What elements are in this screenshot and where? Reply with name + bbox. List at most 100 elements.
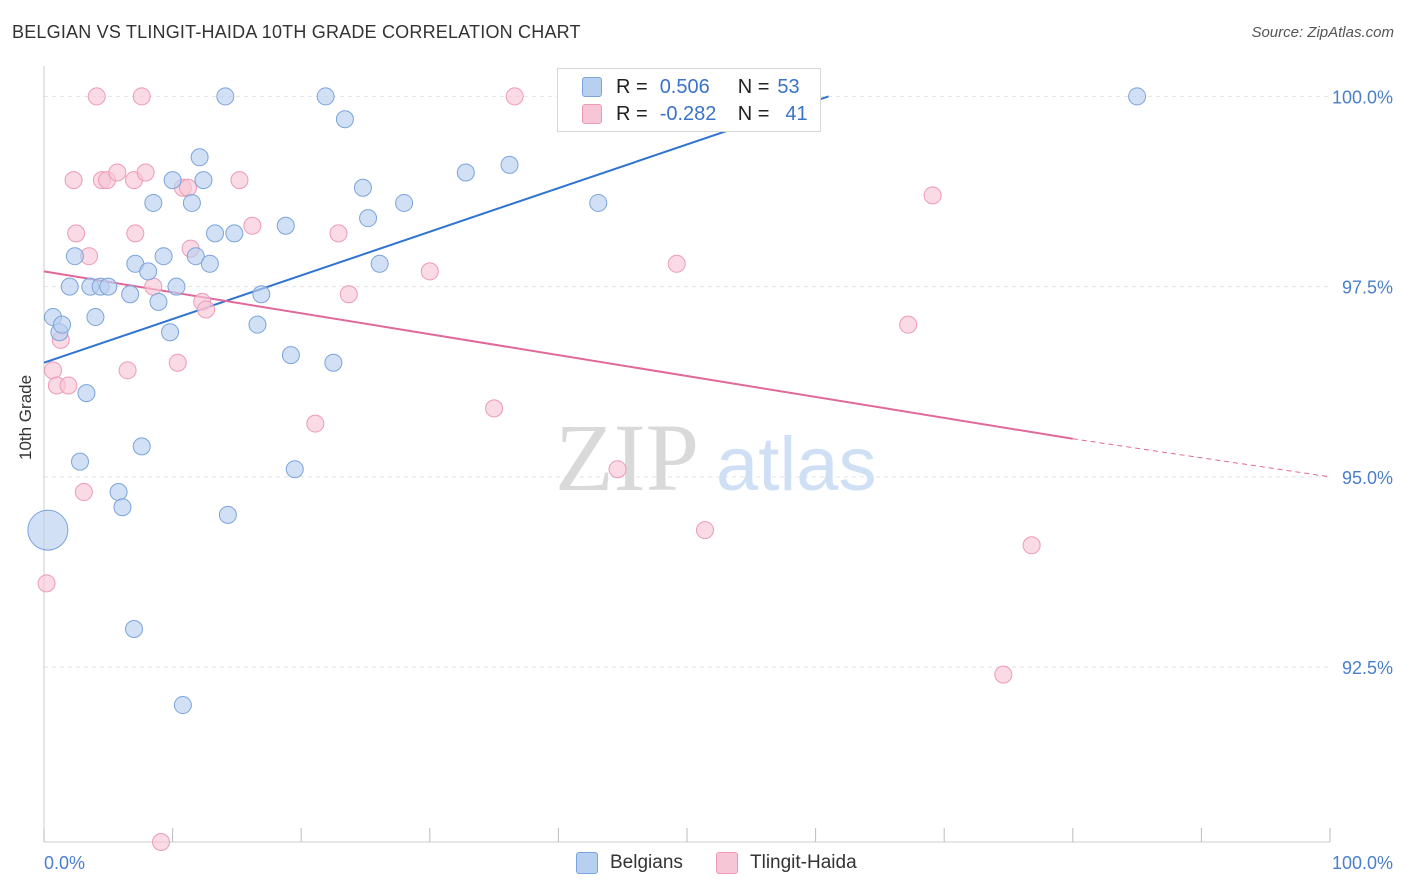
tlingit-point-9 xyxy=(87,87,106,106)
belgian-point-40 xyxy=(324,353,343,372)
tlingit-point-19 xyxy=(152,833,171,851)
belgian-point-28 xyxy=(194,171,213,190)
stats-legend: R = 0.506 N = 53 R = -0.282 N = 41 xyxy=(557,68,821,132)
belgian-point-18 xyxy=(144,193,163,212)
belgian-point-22 xyxy=(163,171,182,190)
belgian-point-32 xyxy=(218,505,237,524)
tlingit-point-13 xyxy=(118,361,137,380)
y-tick-label-2: 95.0% xyxy=(1342,468,1393,488)
series-legend: Belgians Tlingit-Haida xyxy=(0,852,1406,878)
tlingit-r-value: -0.282 xyxy=(659,102,717,125)
belgians-swatch xyxy=(582,77,602,97)
belgian-point-34 xyxy=(248,315,267,334)
belgian-point-46 xyxy=(456,163,475,182)
watermark-atlas: atlas xyxy=(716,422,877,507)
tlingit-point-4 xyxy=(59,376,78,395)
y-tick-label-1: 97.5% xyxy=(1342,278,1393,298)
belgian-point-31 xyxy=(216,87,235,106)
chart-title: BELGIAN VS TLINGIT-HAIDA 10TH GRADE CORR… xyxy=(12,22,581,42)
legend-tlingit[interactable]: Tlingit-Haida xyxy=(716,852,857,874)
belgian-points xyxy=(27,87,1147,715)
r-label: R = xyxy=(616,102,648,125)
tick-labels: 100.0% 97.5% 95.0% 92.5% 0.0% 100.0% xyxy=(44,87,1393,873)
tlingit-point-36 xyxy=(696,521,715,540)
tlingit-point-1 xyxy=(44,361,63,380)
belgian-point-3 xyxy=(60,277,79,296)
tlingit-point-7 xyxy=(74,483,93,502)
legend-belgians[interactable]: Belgians xyxy=(576,852,683,874)
tlingit-swatch xyxy=(582,104,602,124)
belgian-point-33 xyxy=(225,224,244,243)
belgian-point-51 xyxy=(27,509,69,551)
tlingit-point-34 xyxy=(608,460,627,479)
tlingit-points xyxy=(37,87,1041,851)
axes xyxy=(43,66,1331,843)
belgian-point-10 xyxy=(99,277,118,296)
belgian-point-13 xyxy=(121,285,140,304)
tlingit-point-30 xyxy=(339,285,358,304)
tlingit-point-33 xyxy=(505,87,524,106)
legend-row-tlingit: R = -0.282 N = 41 xyxy=(582,101,808,127)
tlingit-legend-swatch xyxy=(716,852,738,874)
tlingit-legend-label: Tlingit-Haida xyxy=(750,852,857,873)
tlingit-point-16 xyxy=(132,87,151,106)
tlingit-point-26 xyxy=(230,171,249,190)
belgian-point-26 xyxy=(186,247,205,266)
tlingit-point-17 xyxy=(136,163,155,182)
tlingit-point-37 xyxy=(899,315,918,334)
tlingit-point-6 xyxy=(67,224,86,243)
y-tick-label-3: 92.5% xyxy=(1342,658,1393,678)
y-axis-label: 10th Grade xyxy=(16,374,35,460)
r-label: R = xyxy=(616,75,648,98)
belgian-point-8 xyxy=(86,308,105,327)
tlingit-trend-extension xyxy=(1072,438,1331,478)
belgian-point-21 xyxy=(161,323,180,342)
legend-row-belgians: R = 0.506 N = 53 xyxy=(582,74,800,100)
zipatlas-watermark: ZIP atlas xyxy=(555,404,877,511)
tlingit-point-28 xyxy=(306,414,325,433)
belgian-point-25 xyxy=(182,193,201,212)
tlingit-point-27 xyxy=(243,216,262,235)
belgian-point-12 xyxy=(113,498,132,517)
belgian-point-11 xyxy=(109,483,128,502)
source-label: Source: ZipAtlas.com xyxy=(1251,24,1394,41)
belgian-point-39 xyxy=(316,87,335,106)
belgian-point-37 xyxy=(281,346,300,365)
belgian-point-41 xyxy=(335,110,354,129)
belgian-point-23 xyxy=(167,277,186,296)
tlingit-point-15 xyxy=(126,224,145,243)
trend-lines xyxy=(43,95,1331,478)
tlingit-point-39 xyxy=(1022,536,1041,555)
tlingit-point-40 xyxy=(994,665,1013,684)
belgian-point-20 xyxy=(154,247,173,266)
tlingit-point-18 xyxy=(144,277,163,296)
tlingit-trend-line xyxy=(43,270,1073,440)
watermark-zip: ZIP xyxy=(555,404,699,511)
belgian-point-29 xyxy=(200,254,219,273)
belgian-point-44 xyxy=(370,254,389,273)
tlingit-point-38 xyxy=(923,186,942,205)
belgian-point-50 xyxy=(1128,87,1147,106)
n-label: N = xyxy=(737,75,770,98)
belgians-r-value: 0.506 xyxy=(659,75,710,98)
belgian-point-35 xyxy=(252,285,271,304)
belgians-n-value: 53 xyxy=(777,75,800,98)
belgian-point-43 xyxy=(359,209,378,228)
belgian-point-45 xyxy=(395,193,414,212)
belgian-point-14 xyxy=(125,619,144,638)
x-tick-label-max: 100.0% xyxy=(1332,853,1393,873)
tlingit-point-12 xyxy=(108,163,127,182)
belgian-point-19 xyxy=(149,292,168,311)
n-label: N = xyxy=(737,102,770,125)
tlingit-point-0 xyxy=(37,574,56,593)
belgian-point-24 xyxy=(173,696,192,715)
belgians-legend-label: Belgians xyxy=(610,852,683,873)
belgians-trend-line xyxy=(43,95,829,364)
tlingit-point-32 xyxy=(485,399,504,418)
belgian-point-47 xyxy=(500,155,519,174)
belgian-point-42 xyxy=(353,178,372,197)
tlingit-point-22 xyxy=(179,178,198,197)
belgian-point-36 xyxy=(276,216,295,235)
tlingit-point-29 xyxy=(329,224,348,243)
